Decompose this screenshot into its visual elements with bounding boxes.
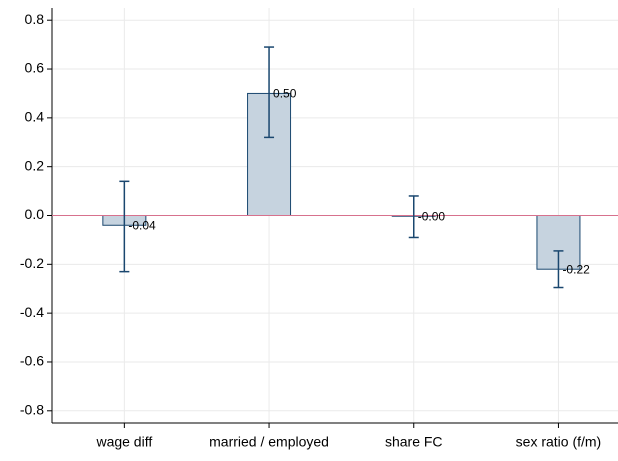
value-label: -0.04 <box>128 218 156 232</box>
y-tick-label: 0.8 <box>25 11 45 27</box>
value-label: -0.00 <box>418 209 446 223</box>
y-tick-label: 0.4 <box>25 109 45 125</box>
y-tick-label: -0.4 <box>20 304 44 320</box>
y-tick-label: 0.6 <box>25 60 45 76</box>
y-tick-label: -0.6 <box>20 353 44 369</box>
y-tick-label: -0.2 <box>20 255 44 271</box>
x-tick-label: wage diff <box>95 434 152 450</box>
x-tick-label: share FC <box>385 434 443 450</box>
x-tick-label: married / employed <box>209 434 329 450</box>
y-tick-label: -0.8 <box>20 401 44 417</box>
value-label: 0.50 <box>273 87 297 101</box>
x-tick-label: sex ratio (f/m) <box>516 434 602 450</box>
y-tick-label: 0.2 <box>25 157 45 173</box>
y-tick-label: 0.0 <box>25 206 45 222</box>
value-label: -0.22 <box>562 262 590 276</box>
